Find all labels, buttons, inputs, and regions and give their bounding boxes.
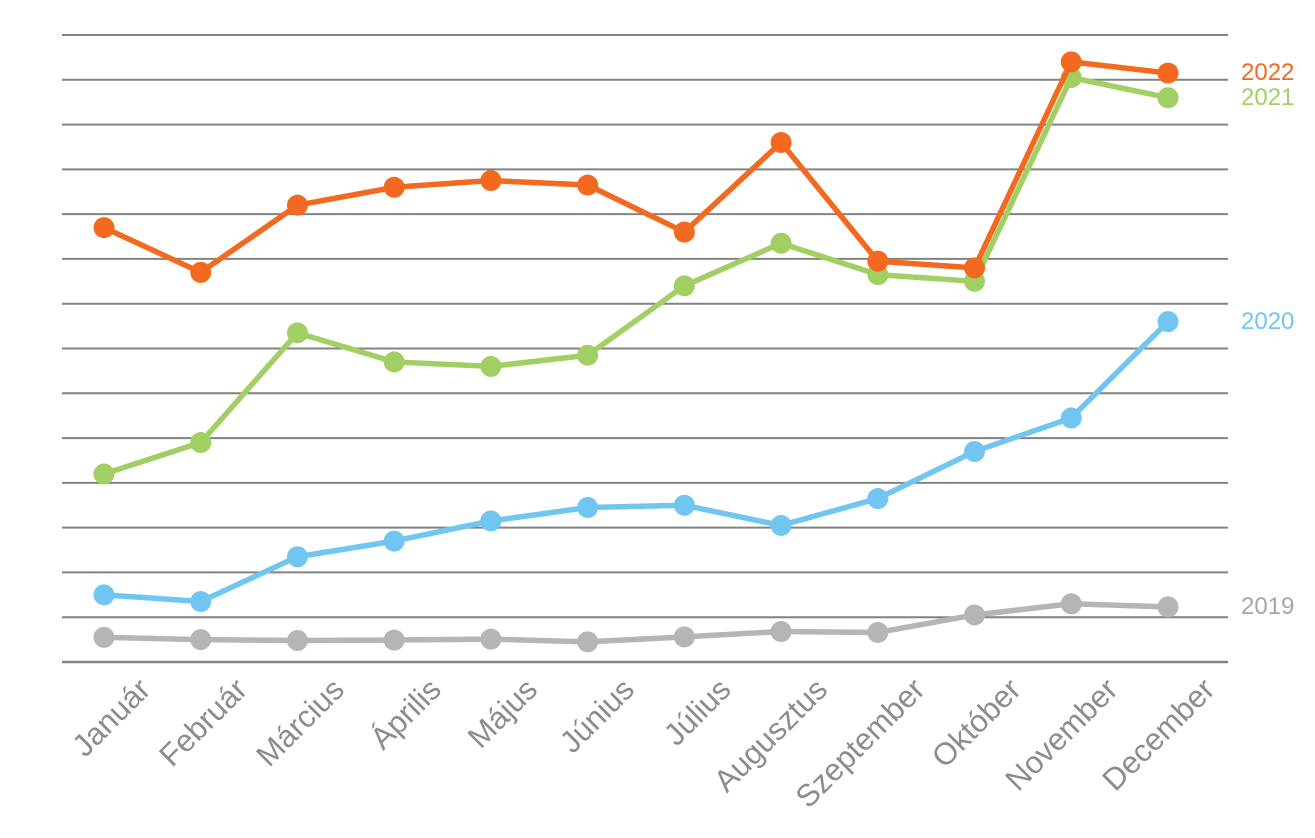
- data-point-2020-November: [1060, 407, 1082, 429]
- data-point-2019-Február: [190, 629, 212, 651]
- data-point-2020-Február: [190, 591, 212, 613]
- series-2019: [93, 593, 1179, 653]
- data-point-2022-Október: [964, 257, 986, 279]
- data-point-2022-Április: [383, 176, 405, 198]
- data-point-2022-Július: [673, 221, 695, 243]
- data-point-2020-Január: [93, 584, 115, 606]
- data-point-2020-Október: [964, 441, 986, 463]
- data-point-2020-Június: [577, 496, 599, 518]
- data-point-2022-Augusztus: [770, 131, 792, 153]
- data-point-2020-Augusztus: [770, 514, 792, 536]
- data-point-2022-Június: [577, 174, 599, 196]
- data-point-2019-December: [1157, 596, 1179, 618]
- data-point-2022-Május: [480, 170, 502, 192]
- data-point-2021-Május: [480, 355, 502, 377]
- legend-label-2019: 2019: [1241, 592, 1295, 620]
- data-point-2020-Április: [383, 530, 405, 552]
- series-line-2019: [103, 601, 1169, 645]
- data-point-2020-Szeptember: [867, 488, 889, 510]
- data-point-2022-December: [1157, 62, 1179, 84]
- series-line-2022: [102, 59, 1169, 276]
- data-point-2021-Január: [93, 463, 115, 485]
- series-line-2021: [103, 74, 1169, 477]
- data-point-2022-November: [1060, 51, 1082, 73]
- data-point-2019-Március: [286, 630, 308, 652]
- data-point-2021-Június: [577, 344, 599, 366]
- series-2021: [93, 67, 1179, 485]
- legend-label-2022: 2022: [1241, 59, 1295, 87]
- data-point-2019-Szeptember: [867, 621, 889, 643]
- data-point-2022-Január: [93, 217, 115, 239]
- data-point-2019-November: [1060, 593, 1082, 615]
- data-point-2019-Április: [383, 629, 405, 651]
- data-point-2021-December: [1157, 87, 1179, 109]
- data-point-2021-Április: [383, 351, 405, 373]
- data-point-2021-Február: [190, 432, 212, 454]
- data-point-2020-Július: [673, 494, 695, 516]
- series-layer: [93, 51, 1179, 653]
- series-2020: [93, 311, 1179, 613]
- data-point-2021-Augusztus: [770, 232, 792, 254]
- data-point-2019-Június: [577, 631, 599, 653]
- data-point-2022-Március: [286, 194, 308, 216]
- gridlines: [62, 34, 1228, 664]
- data-point-2022-Február: [190, 261, 212, 283]
- data-point-2019-Január: [93, 626, 115, 648]
- data-point-2019-Július: [673, 626, 695, 648]
- data-point-2021-Március: [286, 322, 308, 344]
- data-point-2019-Május: [480, 628, 502, 650]
- data-point-2020-December: [1157, 311, 1179, 333]
- data-point-2022-Szeptember: [867, 250, 889, 272]
- data-point-2020-Március: [286, 546, 308, 568]
- legend-label-2021: 2021: [1241, 83, 1295, 111]
- data-point-2019-Augusztus: [770, 621, 792, 643]
- data-point-2019-Október: [964, 604, 986, 626]
- series-line-2020: [103, 319, 1170, 605]
- legend-label-2020: 2020: [1241, 307, 1295, 335]
- series-2022: [93, 51, 1179, 283]
- data-point-2021-Július: [673, 275, 695, 297]
- data-point-2020-Május: [480, 510, 502, 532]
